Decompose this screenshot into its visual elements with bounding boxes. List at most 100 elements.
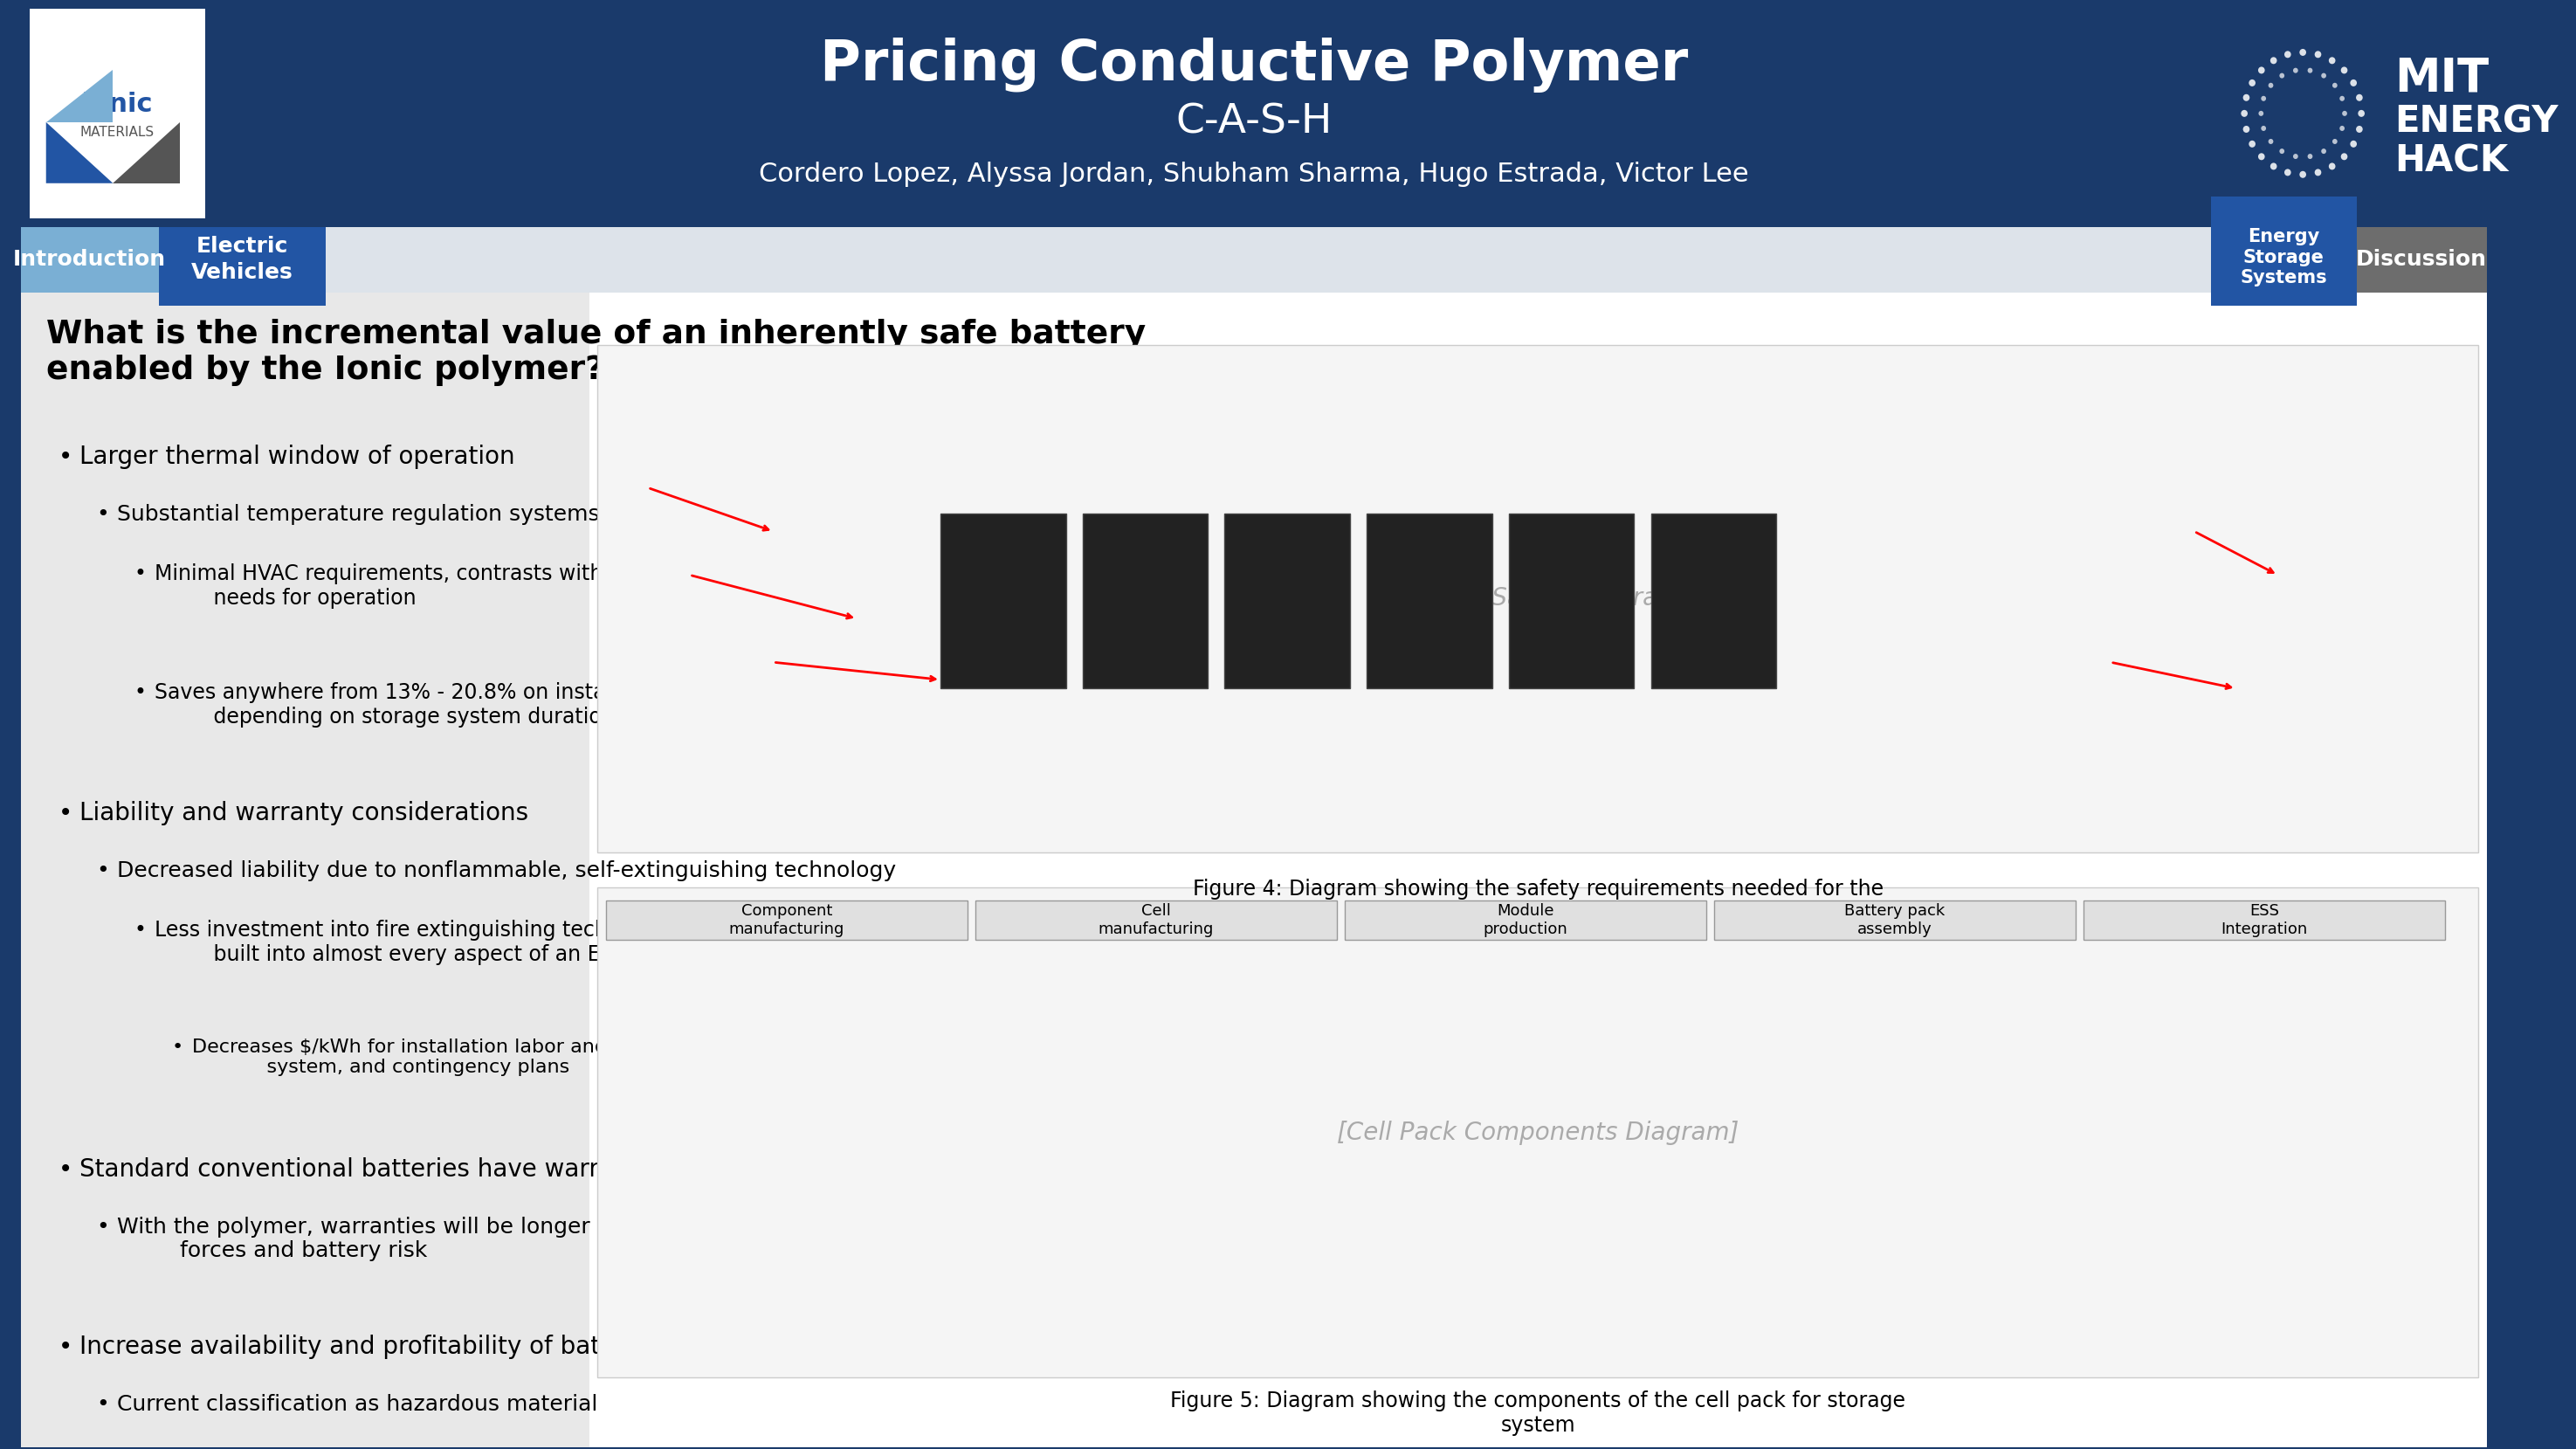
Circle shape [2339, 96, 2344, 101]
Circle shape [2293, 154, 2298, 159]
Circle shape [2285, 170, 2290, 175]
Text: Electric
Vehicles: Electric Vehicles [191, 236, 294, 283]
Text: Increase availability and profitability of battery types and applications: Increase availability and profitability … [80, 1335, 930, 1359]
Circle shape [2280, 72, 2285, 78]
Circle shape [2329, 57, 2336, 64]
Text: ionic: ionic [82, 93, 152, 117]
Text: •: • [95, 861, 108, 881]
Text: Saves anywhere from 13% - 20.8% on installation equipment costs
         dependi: Saves anywhere from 13% - 20.8% on insta… [155, 682, 848, 727]
Circle shape [2269, 139, 2272, 143]
Polygon shape [113, 122, 180, 183]
Circle shape [2269, 162, 2277, 170]
Text: Liability and warranty considerations: Liability and warranty considerations [80, 801, 528, 826]
FancyBboxPatch shape [160, 227, 327, 306]
FancyBboxPatch shape [590, 293, 2486, 1448]
Circle shape [2293, 68, 2298, 72]
FancyBboxPatch shape [1345, 900, 1705, 940]
Text: Energy
Storage
Systems: Energy Storage Systems [2241, 229, 2326, 287]
Polygon shape [46, 70, 113, 122]
Circle shape [2357, 110, 2365, 117]
FancyBboxPatch shape [1716, 900, 2076, 940]
Text: Current classification as hazardous material: Current classification as hazardous mate… [116, 1394, 598, 1416]
Text: Figure 5: Diagram showing the components of the cell pack for storage
system: Figure 5: Diagram showing the components… [1170, 1391, 1906, 1436]
Circle shape [2269, 57, 2277, 64]
FancyBboxPatch shape [2357, 227, 2486, 293]
FancyBboxPatch shape [605, 900, 966, 940]
Circle shape [2259, 67, 2264, 74]
Text: Discussion: Discussion [2357, 249, 2486, 270]
Circle shape [2331, 139, 2336, 143]
Text: HACK: HACK [2396, 143, 2509, 180]
Circle shape [2342, 67, 2347, 74]
Text: ESS
Integration: ESS Integration [2221, 904, 2308, 938]
FancyBboxPatch shape [21, 293, 2486, 1448]
FancyBboxPatch shape [28, 9, 206, 219]
Text: Larger thermal window of operation: Larger thermal window of operation [80, 445, 515, 469]
Text: Less investment into fire extinguishing technologies, currently safety is
      : Less investment into fire extinguishing … [155, 920, 894, 965]
Text: MIT: MIT [2396, 57, 2488, 101]
FancyBboxPatch shape [1368, 514, 1492, 688]
FancyBboxPatch shape [976, 900, 1337, 940]
Circle shape [2308, 68, 2313, 72]
Circle shape [2357, 126, 2362, 133]
Text: Figure 4: Diagram showing the safety requirements needed for the
conventional ba: Figure 4: Diagram showing the safety req… [1193, 878, 1883, 924]
FancyBboxPatch shape [598, 887, 2478, 1378]
Circle shape [2329, 162, 2336, 170]
FancyBboxPatch shape [2210, 196, 2357, 306]
Polygon shape [46, 122, 113, 183]
Circle shape [2262, 96, 2267, 101]
Text: Cell
manufacturing: Cell manufacturing [1097, 904, 1213, 938]
Circle shape [2244, 126, 2249, 133]
Circle shape [2321, 149, 2326, 154]
FancyBboxPatch shape [1224, 514, 1350, 688]
Circle shape [2308, 154, 2313, 159]
Text: C-A-S-H: C-A-S-H [1175, 103, 1332, 142]
Circle shape [2269, 83, 2272, 88]
Circle shape [2342, 154, 2347, 159]
Text: Pricing Conductive Polymer: Pricing Conductive Polymer [819, 38, 1687, 93]
Text: Decreased liability due to nonflammable, self-extinguishing technology: Decreased liability due to nonflammable,… [116, 861, 896, 881]
Text: Cordero Lopez, Alyssa Jordan, Shubham Sharma, Hugo Estrada, Victor Lee: Cordero Lopez, Alyssa Jordan, Shubham Sh… [760, 162, 1749, 187]
Text: •: • [59, 801, 72, 826]
Text: Substantial temperature regulation systems unnecessary: Substantial temperature regulation syste… [116, 504, 744, 526]
Circle shape [2244, 94, 2249, 101]
Circle shape [2280, 149, 2285, 154]
Text: Decreases $/kWh for installation labor and equipment, balance of
            sys: Decreases $/kWh for installation labor a… [193, 1039, 832, 1077]
Text: Standard conventional batteries have warranties up to two years: Standard conventional batteries have war… [80, 1156, 871, 1181]
Text: •: • [59, 1156, 72, 1181]
Circle shape [2262, 126, 2267, 130]
Text: •: • [173, 1039, 183, 1056]
Text: Introduction: Introduction [13, 249, 165, 270]
Circle shape [2300, 49, 2306, 57]
Text: Battery pack
assembly: Battery pack assembly [1844, 904, 1945, 938]
Circle shape [2321, 72, 2326, 78]
Circle shape [2259, 154, 2264, 159]
FancyBboxPatch shape [2084, 900, 2445, 940]
Circle shape [2300, 171, 2306, 178]
Circle shape [2357, 94, 2362, 101]
Text: Component
manufacturing: Component manufacturing [729, 904, 845, 938]
Text: [Battery Safety Diagram]: [Battery Safety Diagram] [1386, 587, 1690, 611]
Circle shape [2339, 126, 2344, 130]
Circle shape [2316, 51, 2321, 58]
Text: •: • [134, 564, 147, 584]
Text: •: • [134, 920, 147, 940]
Circle shape [2259, 110, 2264, 116]
Text: [Cell Pack Components Diagram]: [Cell Pack Components Diagram] [1337, 1120, 1739, 1145]
Circle shape [2285, 51, 2290, 58]
FancyBboxPatch shape [1510, 514, 1633, 688]
Circle shape [2249, 80, 2257, 87]
Text: •: • [95, 1216, 108, 1237]
Text: •: • [134, 682, 147, 703]
Text: •: • [59, 445, 72, 469]
FancyBboxPatch shape [1082, 514, 1208, 688]
Circle shape [2316, 170, 2321, 175]
Circle shape [2349, 80, 2357, 87]
Text: Module
production: Module production [1484, 904, 1569, 938]
Text: •: • [59, 1335, 72, 1359]
Circle shape [2241, 110, 2249, 117]
Circle shape [2349, 141, 2357, 148]
FancyBboxPatch shape [21, 0, 2486, 227]
Text: Minimal HVAC requirements, contrasts with Li-ion specific temperature
         n: Minimal HVAC requirements, contrasts wit… [155, 564, 886, 609]
Circle shape [2342, 110, 2347, 116]
